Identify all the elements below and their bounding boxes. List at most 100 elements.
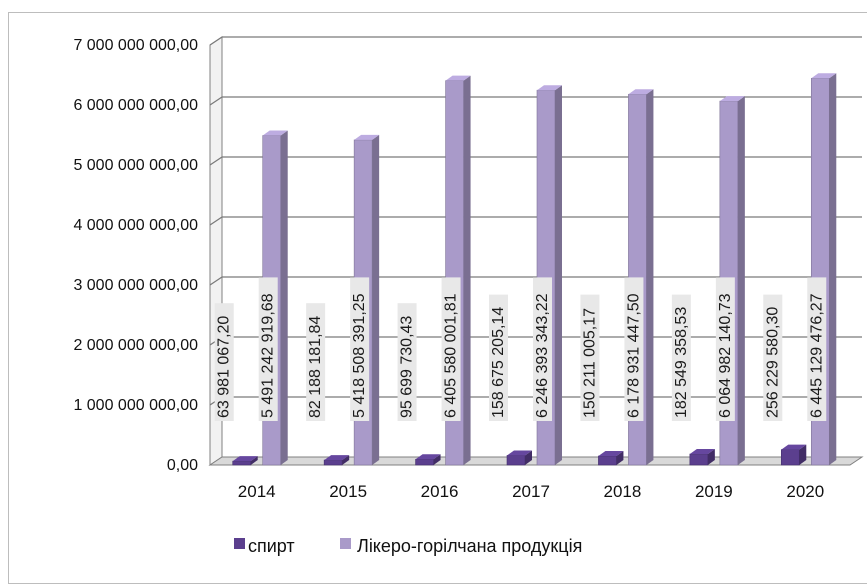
y-tick-label: 1 000 000 000,00 — [73, 397, 198, 414]
x-tick-label: 2016 — [421, 482, 459, 501]
data-label-box — [807, 277, 827, 421]
bar-top — [781, 444, 807, 450]
bar-side — [280, 130, 288, 465]
bar-top — [324, 455, 350, 461]
bar-top — [445, 75, 471, 81]
data-label-group: 256 229 580,30 — [763, 294, 783, 421]
data-label-group: 182 549 358,53 — [671, 294, 691, 421]
legend-label-liquor: Лікеро-горілчана продукція — [357, 536, 582, 556]
data-label-group: 6 064 982 140,73 — [715, 277, 735, 421]
bar-side — [799, 444, 807, 465]
data-label: 6 246 393 343,22 — [534, 293, 551, 418]
data-label-box — [671, 294, 691, 421]
data-label-box — [441, 277, 461, 421]
bar-side — [342, 455, 350, 465]
x-tick-label: 2017 — [512, 482, 550, 501]
data-label: 95 699 730,43 — [399, 316, 416, 418]
gridline — [209, 96, 862, 106]
data-label-group: 95 699 730,43 — [397, 303, 417, 421]
bar-top — [598, 450, 624, 456]
bar-top — [507, 450, 532, 456]
bar-side — [525, 450, 532, 465]
y-tick-label: 0,00 — [167, 457, 198, 474]
bar-side — [555, 85, 562, 465]
data-label-box — [306, 303, 326, 421]
bar-top — [719, 96, 745, 102]
bar-top — [689, 449, 715, 455]
bar-side — [250, 456, 258, 465]
data-label: 6 405 580 001,81 — [443, 293, 460, 418]
y-axis: 0,00 1 000 000 000,00 2 000 000 000,00 3 00… — [73, 37, 198, 474]
bar-top — [415, 454, 441, 460]
y-tick-label: 4 000 000 000,00 — [73, 217, 198, 234]
data-label-group: 6 246 393 343,22 — [533, 277, 552, 421]
data-label: 5 491 242 919,68 — [260, 293, 277, 418]
bar-side — [616, 450, 624, 465]
data-label-box — [580, 294, 600, 421]
x-axis: 2014 2015 2016 2017 2018 2019 2020 — [238, 482, 824, 501]
data-label: 158 675 205,14 — [490, 307, 507, 418]
bar-side — [737, 96, 745, 465]
data-label-group: 5 491 242 919,68 — [258, 277, 278, 421]
data-label-group: 63 981 067,20 — [214, 303, 234, 421]
data-label-box — [258, 277, 278, 421]
x-tick-label: 2015 — [329, 482, 367, 501]
data-label-group: 150 211 005,17 — [580, 294, 600, 421]
data-label-box — [763, 294, 783, 421]
bar-side — [707, 449, 715, 465]
data-label-box — [624, 277, 644, 421]
y-tick-label: 5 000 000 000,00 — [73, 157, 198, 174]
legend-swatch-liquor — [340, 538, 351, 549]
x-tick-label: 2018 — [604, 482, 642, 501]
x-tick-label: 2020 — [786, 482, 824, 501]
floor — [208, 456, 864, 466]
bar-top — [811, 73, 837, 79]
bar-top — [537, 85, 562, 91]
y-tick-label: 7 000 000 000,00 — [73, 37, 198, 54]
data-label: 5 418 508 391,25 — [351, 293, 368, 418]
bar-side — [829, 73, 837, 465]
bar-side — [463, 75, 471, 466]
bar-side — [433, 454, 441, 465]
legend-label-spirt: спирт — [248, 536, 295, 556]
bar-chart: 0,00 1 000 000 000,00 2 000 000 000,00 3 00… — [73, 36, 864, 556]
data-label-box — [489, 294, 508, 421]
bar — [415, 458, 434, 466]
y-tick-label: 3 000 000 000,00 — [73, 277, 198, 294]
y-tick-label: 6 000 000 000,00 — [73, 97, 198, 114]
bar-top — [262, 130, 288, 136]
bar — [506, 455, 526, 466]
data-label: 256 229 580,30 — [764, 307, 781, 418]
x-tick-label: 2014 — [238, 482, 276, 501]
data-label-group: 6 445 129 476,27 — [807, 277, 827, 421]
gridline — [209, 216, 862, 226]
bar — [323, 459, 343, 466]
bar — [232, 460, 252, 466]
data-label-group: 6 405 580 001,81 — [441, 277, 461, 421]
data-label-group: 5 418 508 391,25 — [350, 277, 370, 421]
bar — [780, 449, 800, 466]
data-label: 63 981 067,20 — [216, 316, 233, 418]
data-label: 82 188 181,84 — [307, 316, 324, 418]
data-label-box — [350, 277, 370, 421]
bar-top — [232, 456, 258, 462]
legend: спирт Лікеро-горілчана продукція — [234, 536, 582, 556]
gridline — [209, 36, 862, 46]
bar — [689, 453, 709, 466]
data-label-box — [533, 277, 552, 421]
legend-swatch-spirt — [234, 538, 245, 549]
data-label: 6 064 982 140,73 — [717, 293, 734, 418]
data-label-box — [715, 277, 735, 421]
bar — [598, 455, 617, 466]
data-label-box — [397, 303, 417, 421]
bar-side — [646, 89, 654, 466]
gridline — [209, 156, 862, 166]
data-labels: 63 981 067,20 5 491 242 919,68 82 188 181,… — [214, 277, 827, 421]
data-label-group: 82 188 181,84 — [306, 303, 326, 421]
data-label: 150 211 005,17 — [581, 308, 598, 418]
bar-top — [628, 89, 654, 95]
bar-side — [372, 134, 380, 465]
data-label-group: 6 178 931 447,50 — [624, 277, 644, 421]
data-label-box — [214, 303, 234, 421]
data-label: 6 445 129 476,27 — [808, 293, 825, 418]
